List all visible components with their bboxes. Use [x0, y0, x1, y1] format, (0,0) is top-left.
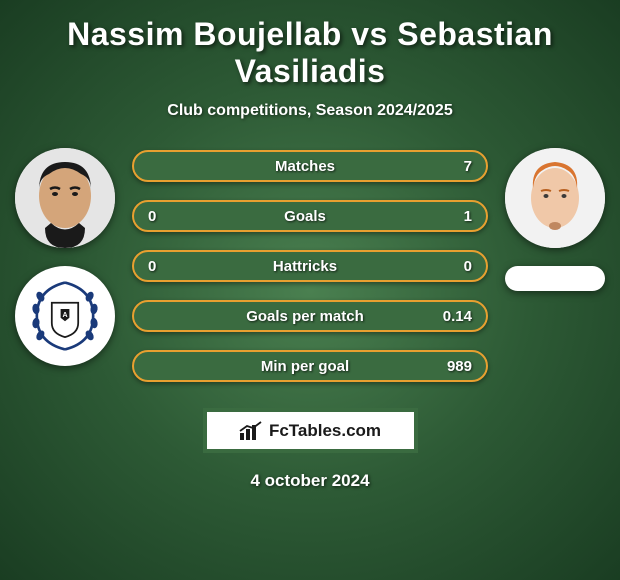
player-left-avatar: [15, 148, 115, 248]
player-left-column: A: [10, 148, 120, 366]
stat-right-value: 989: [426, 358, 486, 375]
stat-left-value: 0: [134, 258, 184, 275]
stat-label: Min per goal: [184, 358, 426, 375]
club-badge-left: A: [15, 266, 115, 366]
club-badge-right: [505, 266, 605, 291]
logo-box: FcTables.com: [203, 408, 418, 453]
stat-label: Goals: [184, 208, 426, 225]
stat-left-value: 0: [134, 208, 184, 225]
club-badge-left-svg: A: [21, 272, 109, 360]
stat-row: Goals per match0.14: [132, 300, 488, 332]
stat-right-value: 0.14: [426, 308, 486, 325]
stat-label: Goals per match: [184, 308, 426, 325]
stat-right-value: 1: [426, 208, 486, 225]
stats-column: Matches70Goals10Hattricks0Goals per matc…: [120, 150, 500, 382]
stat-row: 0Hattricks0: [132, 250, 488, 282]
stat-label: Matches: [184, 158, 426, 175]
page-title: Nassim Boujellab vs Sebastian Vasiliadis: [0, 16, 620, 90]
chart-icon: [239, 421, 263, 441]
player-right-avatar: [505, 148, 605, 248]
stat-row: Matches7: [132, 150, 488, 182]
svg-text:A: A: [62, 312, 67, 319]
stat-label: Hattricks: [184, 258, 426, 275]
stat-row: 0Goals1: [132, 200, 488, 232]
stat-right-value: 0: [426, 258, 486, 275]
stat-row: Min per goal989: [132, 350, 488, 382]
player-right-column: [500, 148, 610, 291]
logo-text: FcTables.com: [269, 421, 381, 441]
comparison-panel: A Matches70Goals10Hattricks0Goals per ma…: [0, 148, 620, 382]
avatar-right-svg: [505, 148, 605, 248]
date-text: 4 october 2024: [250, 471, 369, 491]
stat-right-value: 7: [426, 158, 486, 175]
page-subtitle: Club competitions, Season 2024/2025: [167, 102, 452, 120]
avatar-left-svg: [15, 148, 115, 248]
